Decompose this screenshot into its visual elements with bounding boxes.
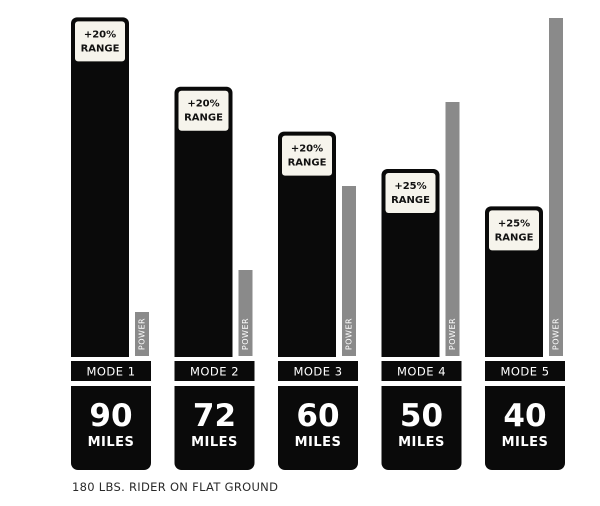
- range-percent-label: +25%: [498, 218, 530, 229]
- miles-value-label: 40: [503, 398, 546, 434]
- mode-strip: [278, 361, 358, 381]
- range-word-label: RANGE: [288, 158, 327, 169]
- power-bar: [549, 18, 563, 356]
- range-percent-label: +25%: [394, 181, 426, 192]
- mode-label: MODE 2: [190, 365, 239, 379]
- range-bar-body: [278, 141, 336, 357]
- miles-box-top: [278, 386, 358, 398]
- range-label-box: [75, 21, 125, 62]
- miles-box: [278, 386, 358, 470]
- miles-box: [485, 386, 565, 470]
- range-bar-body: [174, 96, 233, 357]
- range-word-label: RANGE: [184, 113, 223, 124]
- miles-unit-label: MILES: [502, 435, 549, 450]
- miles-unit-label: MILES: [88, 435, 135, 450]
- range-word-label: RANGE: [495, 232, 534, 243]
- mode-strip: [71, 361, 151, 381]
- mode-strip: [485, 361, 565, 381]
- mode-strip: [381, 361, 462, 381]
- range-word-label: RANGE: [391, 195, 430, 206]
- range-word-label: RANGE: [81, 43, 120, 54]
- miles-box: [71, 386, 151, 470]
- range-label-box: [385, 173, 436, 213]
- power-bar: [342, 186, 356, 356]
- range-label-box: [178, 90, 229, 131]
- power-label: POWER: [448, 318, 457, 350]
- miles-box-top: [174, 386, 255, 398]
- mode-label: MODE 3: [293, 365, 342, 379]
- mode-strip: [174, 361, 255, 381]
- miles-value-label: 90: [89, 398, 132, 434]
- power-label: POWER: [552, 318, 561, 350]
- miles-value-label: 72: [193, 398, 236, 434]
- mode-label: MODE 4: [397, 365, 446, 379]
- miles-unit-label: MILES: [398, 435, 445, 450]
- miles-box: [174, 386, 255, 470]
- miles-box-top: [381, 386, 462, 398]
- power-bar: [135, 312, 149, 356]
- range-percent-label: +20%: [187, 99, 219, 110]
- miles-box-top: [71, 386, 151, 398]
- miles-unit-label: MILES: [191, 435, 238, 450]
- miles-unit-label: MILES: [295, 435, 342, 450]
- range-bar-body: [71, 27, 129, 358]
- mode-label: MODE 5: [500, 365, 549, 379]
- miles-value-label: 50: [400, 398, 443, 434]
- range-label-box: [489, 210, 539, 251]
- range-percent-label: +20%: [291, 144, 323, 155]
- miles-box-top: [485, 386, 565, 398]
- power-label: POWER: [241, 318, 250, 350]
- range-label-box: [282, 135, 332, 176]
- mode-label: MODE 1: [86, 365, 135, 379]
- chart-footnote: 180 LBS. RIDER ON FLAT GROUND: [72, 480, 279, 494]
- range-percent-label: +20%: [84, 29, 116, 40]
- power-bar: [238, 270, 253, 356]
- miles-value-label: 60: [296, 398, 339, 434]
- power-label: POWER: [345, 318, 354, 350]
- miles-box: [381, 386, 462, 470]
- power-bar: [445, 102, 460, 356]
- power-label: POWER: [138, 318, 147, 350]
